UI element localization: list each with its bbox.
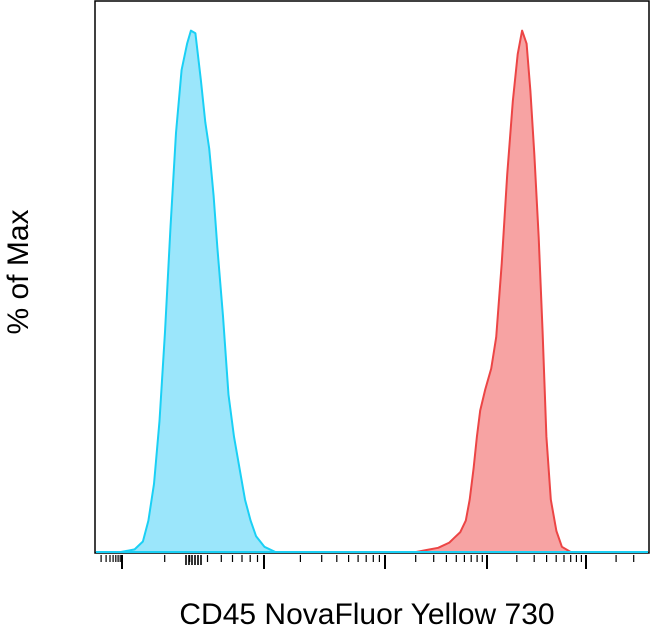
series-1-fill (120, 30, 276, 553)
x-axis-ticks (100, 555, 635, 569)
series-layer (96, 29, 648, 553)
x-axis-label: CD45 NovaFluor Yellow 730 (179, 598, 554, 631)
series-2-fill (416, 30, 571, 553)
y-axis-label: % of Max (2, 209, 35, 334)
series-1-line (120, 29, 276, 553)
series-2-line (416, 29, 572, 553)
